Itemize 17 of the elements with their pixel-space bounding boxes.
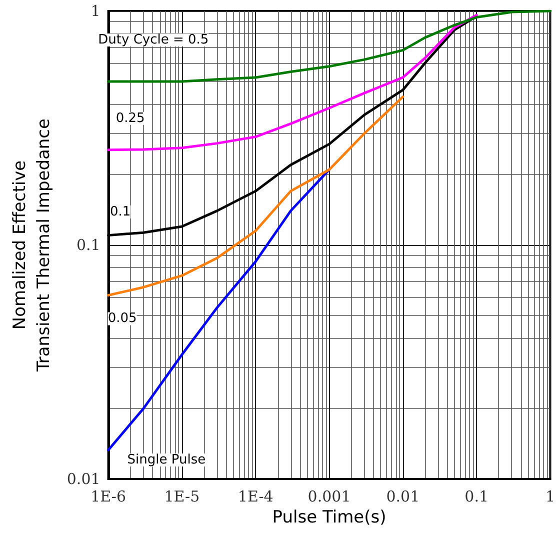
series-label: Single Pulse xyxy=(127,452,206,468)
series-label: 0.05 xyxy=(108,311,137,326)
x-tick-label: 0.01 xyxy=(386,488,420,506)
y-tick-label: 0.01 xyxy=(66,470,100,488)
x-tick-label: 1E-5 xyxy=(164,488,200,506)
x-axis-title: Pulse Time(s) xyxy=(272,507,386,528)
y-axis-title: Nomalized Effective Transient Thermal Impedance xyxy=(10,118,54,372)
series-label: 0.1 xyxy=(110,204,131,220)
text: Duty Cycle = 0.5 xyxy=(98,32,209,48)
y-tick-label: 1 xyxy=(90,2,100,20)
x-tick-label: 0.1 xyxy=(464,488,489,506)
series-label: 0.25 xyxy=(116,110,145,126)
x-tick-label: 1E-6 xyxy=(90,488,126,506)
x-tick-label: 0.001 xyxy=(308,488,351,506)
x-tick-label: 1 xyxy=(545,488,555,506)
y-tick-label: 0.1 xyxy=(76,236,100,254)
x-tick-label: 1E-4 xyxy=(238,488,274,506)
